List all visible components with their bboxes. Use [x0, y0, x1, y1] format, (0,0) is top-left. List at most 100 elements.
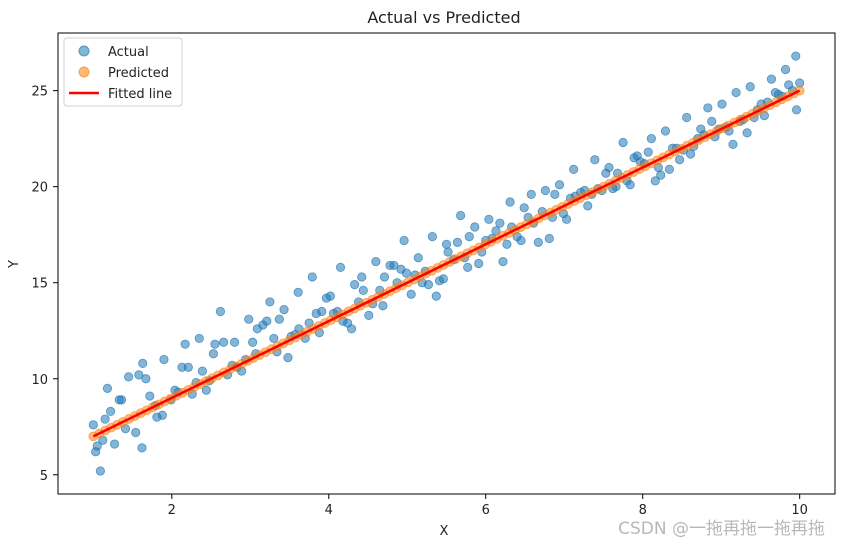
actual-point	[443, 247, 453, 257]
actual-point	[201, 385, 211, 395]
actual-point	[346, 324, 357, 334]
actual-point	[389, 260, 399, 271]
y-tick-label: 5	[40, 469, 48, 484]
actual-point	[208, 349, 218, 359]
actual-point	[742, 128, 752, 138]
actual-point	[505, 197, 515, 207]
actual-point	[138, 358, 148, 368]
fitted-line	[92, 89, 801, 438]
actual-point	[364, 310, 374, 320]
x-axis-label: X	[440, 524, 449, 539]
actual-point	[766, 74, 777, 84]
actual-point	[109, 439, 120, 449]
actual-point	[134, 370, 144, 380]
actual-point	[498, 256, 508, 267]
actual-point	[463, 262, 473, 272]
x-tick-label: 4	[325, 503, 333, 518]
plot-frame	[57, 32, 836, 495]
actual-point	[210, 339, 220, 349]
actual-point	[335, 262, 346, 272]
actual-point	[707, 116, 717, 126]
legend-predicted-marker	[78, 66, 90, 78]
actual-point	[791, 105, 802, 115]
actual-point	[269, 333, 279, 344]
actual-point	[157, 410, 167, 420]
actual-point	[124, 372, 134, 382]
actual-point	[516, 235, 526, 246]
actual-point	[427, 232, 437, 242]
actual-point	[441, 239, 452, 249]
actual-point	[554, 180, 565, 190]
actual-point	[484, 214, 494, 224]
actual-point	[378, 301, 388, 311]
y-tick-label: 25	[31, 85, 48, 100]
actual-point	[674, 155, 685, 165]
x-tick-label: 6	[482, 503, 490, 518]
actual-point	[502, 239, 512, 249]
actual-point	[438, 274, 448, 284]
actual-point	[650, 176, 660, 186]
actual-point	[717, 99, 727, 109]
actual-point	[265, 297, 275, 307]
actual-point	[379, 272, 390, 282]
actual-point	[791, 51, 801, 61]
actual-point	[357, 272, 367, 282]
actual-point	[464, 232, 474, 242]
x-axis: 2 4 6 8 10	[168, 494, 808, 518]
actual-point	[540, 185, 550, 196]
x-tick-label: 2	[168, 503, 176, 518]
actual-point	[590, 155, 600, 165]
actual-point	[248, 337, 258, 347]
actual-point	[731, 87, 741, 98]
actual-point	[745, 82, 755, 92]
y-tick-label: 10	[31, 373, 48, 388]
actual-point	[618, 137, 628, 148]
actual-point	[456, 210, 466, 221]
actual-point	[685, 149, 696, 159]
actual-point	[470, 222, 480, 232]
actual-point	[533, 237, 543, 247]
actual-point	[784, 80, 794, 90]
actual-point	[399, 235, 409, 246]
actual-point	[262, 316, 272, 326]
y-tick-label: 20	[31, 181, 48, 196]
actual-point	[569, 164, 579, 174]
legend-actual-label: Actual	[108, 45, 149, 60]
legend: Actual Predicted Fitted line	[63, 37, 183, 107]
y-axis-label: Y	[7, 260, 22, 269]
actual-point	[137, 443, 147, 453]
actual-point	[219, 337, 229, 347]
actual-point	[159, 354, 169, 365]
y-tick-label: 15	[31, 277, 48, 292]
y-axis: 5 10 15 20 25	[31, 85, 58, 484]
actual-point	[105, 406, 116, 417]
legend-predicted-label: Predicted	[108, 66, 169, 81]
actual-point	[307, 272, 317, 282]
actual-point	[325, 291, 335, 301]
actual-point	[431, 291, 441, 301]
actual-point	[358, 285, 368, 295]
actual-point	[646, 134, 656, 144]
x-tick-label: 10	[791, 503, 808, 518]
legend-fitted-line-label: Fitted line	[108, 87, 172, 102]
actual-point	[495, 218, 505, 228]
actual-point	[229, 337, 240, 347]
actual-point	[244, 314, 254, 324]
actual-point	[293, 287, 303, 297]
actual-point	[274, 314, 284, 324]
actual-point	[682, 112, 692, 123]
actual-point	[100, 414, 110, 424]
actual-point	[371, 256, 381, 267]
actual-point	[350, 280, 360, 290]
actual-point	[601, 168, 611, 178]
actual-point	[114, 395, 124, 405]
actual-point	[406, 289, 416, 299]
actual-point	[396, 264, 406, 274]
actual-point	[215, 306, 226, 317]
actual-point	[141, 374, 151, 384]
actual-point	[656, 170, 666, 180]
actual-point	[660, 126, 671, 136]
actual-point	[474, 258, 484, 269]
plot-area	[88, 51, 805, 476]
